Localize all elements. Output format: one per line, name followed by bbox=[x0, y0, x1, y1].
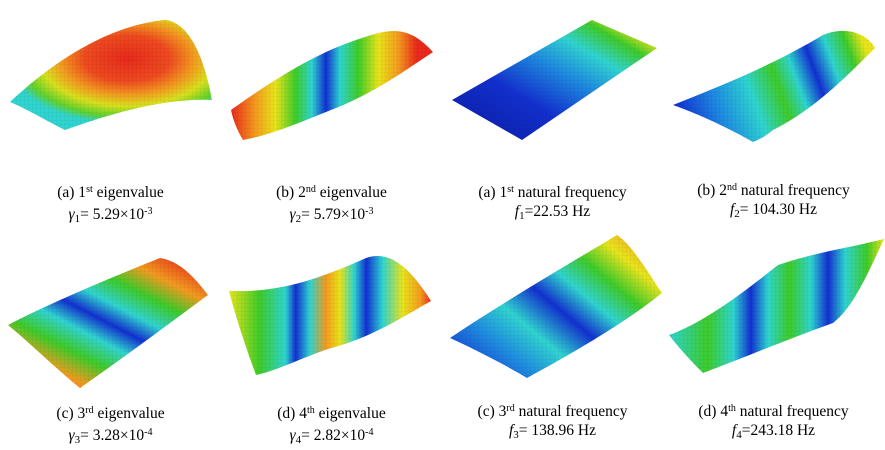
panel-freq-1: (a) 1st natural frequency f1=22.53 Hz bbox=[442, 0, 663, 223]
panel-buckling-1: (a) 1st eigenvalue γ1= 5.29×10-3 bbox=[0, 0, 221, 225]
caption: (b) 2nd natural frequency f2= 104.30 Hz bbox=[697, 182, 850, 220]
mode-shape-plot bbox=[229, 255, 431, 375]
mode-shape-plot bbox=[450, 235, 662, 378]
caption: (b) 2nd eigenvalue γ2= 5.79×10-3 bbox=[276, 184, 387, 225]
caption: (d) 4th natural frequency f4=243.18 Hz bbox=[698, 403, 849, 441]
mode-shape-plot bbox=[673, 30, 875, 142]
mode-shape-plot bbox=[8, 258, 208, 388]
caption: (d) 4th eigenvalue γ4= 2.82×10-4 bbox=[277, 405, 386, 446]
panel-buckling-3: (c) 3rd eigenvalue γ3= 3.28×10-4 bbox=[0, 223, 221, 446]
panel-buckling-4: (d) 4th eigenvalue γ4= 2.82×10-4 bbox=[221, 223, 442, 446]
panel-buckling-2: (b) 2nd eigenvalue γ2= 5.79×10-3 bbox=[221, 0, 442, 225]
panel-freq-2: (b) 2nd natural frequency f2= 104.30 Hz bbox=[663, 0, 884, 223]
caption: (a) 1st eigenvalue γ1= 5.29×10-3 bbox=[57, 184, 164, 225]
caption: (c) 3rd natural frequency f3= 138.96 Hz bbox=[477, 403, 628, 441]
caption: (c) 3rd eigenvalue γ3= 3.28×10-4 bbox=[56, 405, 165, 446]
mode-shape-plot bbox=[669, 239, 884, 373]
mode-shape-plot bbox=[10, 20, 212, 130]
mode-shape-plot bbox=[231, 30, 433, 141]
mode-shape-plot bbox=[452, 20, 657, 140]
caption: (a) 1st natural frequency f1=22.53 Hz bbox=[478, 184, 627, 222]
panel-freq-4: (d) 4th natural frequency f4=243.18 Hz bbox=[663, 223, 884, 446]
panel-freq-3: (c) 3rd natural frequency f3= 138.96 Hz bbox=[442, 223, 663, 446]
